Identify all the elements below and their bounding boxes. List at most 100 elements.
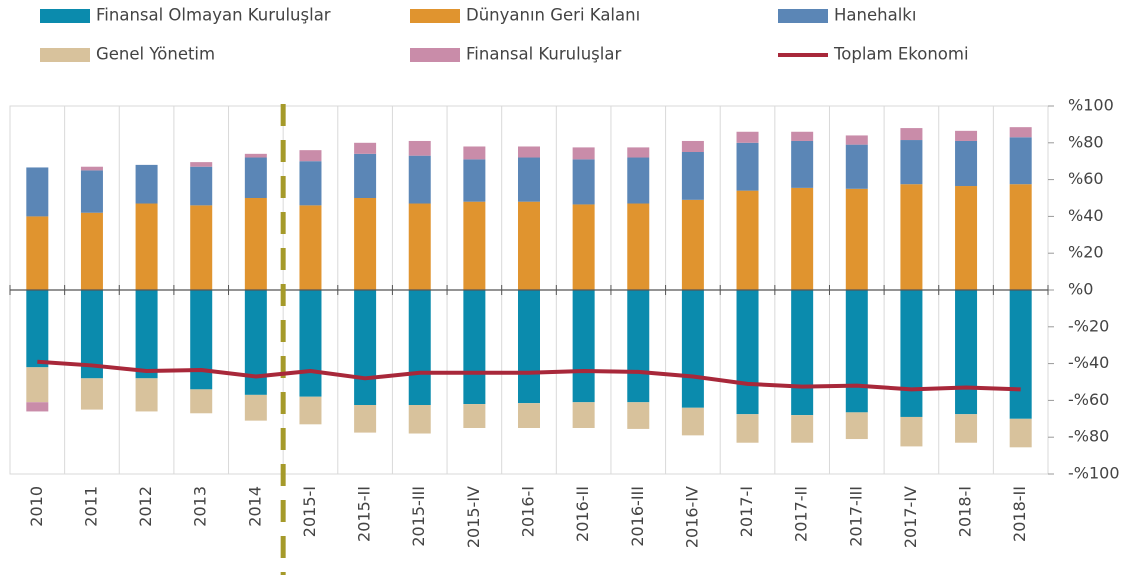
bar	[627, 203, 650, 290]
x-tick-label: 2012	[136, 486, 155, 527]
legend-label: Genel Yönetim	[96, 45, 215, 64]
bar	[1009, 184, 1032, 290]
y-tick-label: -%100	[1068, 464, 1120, 483]
y-tick-label: %0	[1068, 280, 1093, 299]
bar	[26, 216, 49, 290]
x-tick-label: 2016-III	[628, 486, 647, 547]
y-tick-label: -%80	[1068, 427, 1109, 446]
x-tick-label: 2017-I	[737, 486, 756, 537]
y-tick-label: -%60	[1068, 390, 1109, 409]
bar	[791, 187, 814, 290]
legend-swatch	[40, 48, 90, 62]
legend-label: Finansal Kuruluşlar	[466, 45, 621, 64]
bar	[955, 140, 978, 187]
bar	[900, 416, 923, 447]
bar	[463, 404, 486, 428]
bar	[518, 157, 540, 202]
x-tick-label: 2018-II	[1010, 486, 1029, 542]
bar	[463, 201, 486, 290]
bar	[518, 403, 540, 428]
bar	[190, 162, 213, 167]
bar	[845, 290, 868, 413]
bar	[408, 405, 431, 434]
x-tick-label: 2017-II	[792, 486, 811, 542]
bar	[955, 186, 978, 290]
bar	[955, 290, 978, 415]
x-tick-label: 2017-IV	[901, 486, 920, 548]
x-tick-label: 2018-I	[956, 486, 975, 537]
bar	[244, 290, 267, 395]
bar	[572, 147, 595, 160]
bar	[463, 290, 486, 405]
bar	[190, 166, 213, 206]
bar	[627, 402, 650, 429]
bar	[463, 159, 486, 202]
y-tick-label: %80	[1068, 132, 1104, 151]
bar	[244, 157, 267, 198]
legend-label: Toplam Ekonomi	[833, 45, 969, 64]
y-tick-label: %60	[1068, 169, 1104, 188]
bar	[518, 290, 540, 404]
x-tick-label: 2015-I	[300, 486, 319, 537]
x-tick-label: 2010	[27, 486, 46, 527]
bar	[408, 155, 431, 204]
legend-swatch	[778, 9, 828, 23]
bar	[518, 201, 540, 290]
bar	[26, 402, 49, 412]
bar	[845, 188, 868, 290]
bar	[299, 161, 322, 206]
bar	[354, 142, 377, 154]
bar	[80, 212, 103, 290]
legend-swatch	[40, 9, 90, 23]
bar	[299, 396, 322, 425]
bar	[244, 153, 267, 158]
bar	[845, 135, 868, 145]
bar	[572, 159, 595, 205]
legend-swatch	[410, 48, 460, 62]
bar	[299, 150, 322, 162]
bar	[135, 378, 158, 412]
bar	[26, 290, 49, 368]
bar	[463, 146, 486, 160]
y-tick-label: %20	[1068, 243, 1104, 262]
bar	[627, 147, 650, 158]
bar	[627, 157, 650, 204]
bar	[408, 290, 431, 405]
x-tick-label: 2015-III	[409, 486, 428, 547]
bar	[955, 414, 978, 443]
bar	[791, 290, 814, 416]
legend-label: Hanehalkı	[834, 6, 916, 25]
bar	[299, 205, 322, 290]
bar	[681, 407, 704, 436]
bar	[135, 164, 158, 204]
y-tick-label: -%20	[1068, 316, 1109, 335]
bar	[26, 367, 49, 403]
bar	[354, 290, 377, 405]
y-tick-label: %40	[1068, 206, 1104, 225]
y-tick-label: -%40	[1068, 353, 1109, 372]
bar	[736, 414, 759, 443]
bar	[1009, 127, 1032, 138]
bar	[190, 290, 213, 390]
bar	[627, 290, 650, 403]
bar	[1009, 290, 1032, 419]
bar	[681, 152, 704, 200]
y-tick-label: %100	[1068, 96, 1114, 115]
bar	[900, 140, 923, 185]
x-tick-label: 2014	[245, 486, 264, 527]
bar	[845, 412, 868, 440]
bar	[408, 203, 431, 290]
bar	[572, 290, 595, 403]
bar	[1009, 137, 1032, 185]
bar	[80, 290, 103, 379]
bar	[791, 140, 814, 188]
bar	[791, 415, 814, 443]
bar	[518, 146, 540, 158]
x-tick-label: 2013	[191, 486, 210, 527]
line	[37, 359, 1021, 392]
x-tick-label: 2011	[81, 486, 100, 527]
bar	[299, 290, 322, 397]
x-tick-label: 2015-II	[355, 486, 374, 542]
bar	[736, 142, 759, 191]
bar	[572, 204, 595, 290]
